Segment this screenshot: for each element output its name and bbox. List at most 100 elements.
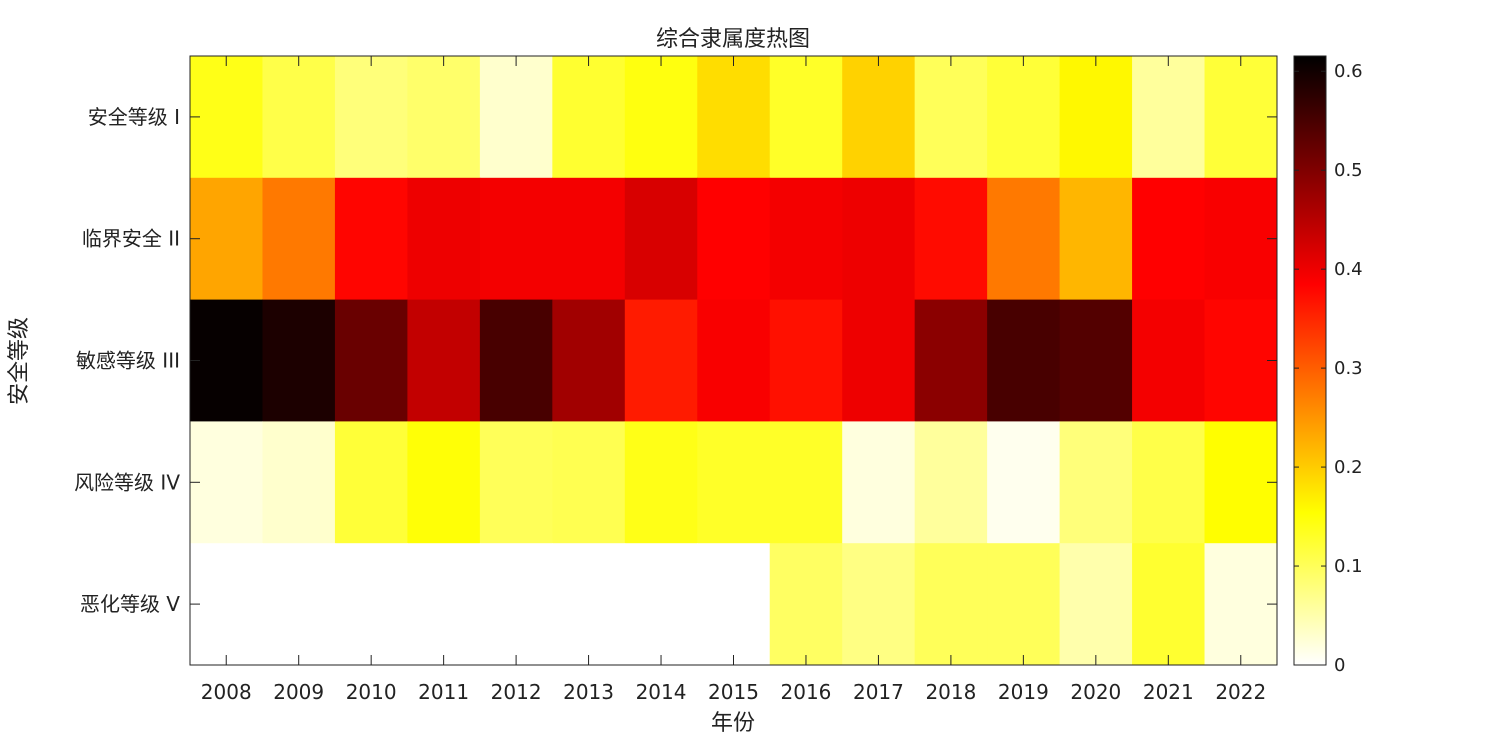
heatmap-cell-2020-5	[1059, 543, 1133, 666]
heatmap-cell-2022-2	[1204, 177, 1278, 301]
y-tick-label: 风险等级 IV	[74, 470, 180, 494]
heatmap-cell-2021-2	[1132, 177, 1206, 301]
heatmap-cell-2021-3	[1132, 299, 1206, 422]
heatmap-cell-2018-1	[914, 56, 988, 179]
heatmap-cell-2009-4	[262, 421, 336, 544]
colorbar-tick-label: 0.2	[1334, 457, 1363, 478]
heatmap-cell-2018-2	[914, 177, 988, 301]
y-axis-ticks: 安全等级 I 临界安全 II 敏感等级 III 风险等级 IV 恶化等级 V	[74, 105, 1277, 616]
heatmap-cell-2017-1	[842, 56, 916, 179]
heatmap-cell-2020-3	[1059, 299, 1133, 422]
x-tick-label: 2020	[1070, 680, 1121, 704]
heatmap-cell-2019-1	[987, 56, 1061, 179]
heatmap-cell-2013-2	[552, 177, 626, 301]
heatmap-cell-2016-1	[769, 56, 843, 179]
heatmap-cell-2010-3	[334, 299, 408, 422]
heatmap-cell-2012-2	[479, 177, 553, 301]
y-tick-label: 临界安全 II	[82, 227, 180, 251]
colorbar-tick-label: 0.1	[1334, 556, 1363, 577]
heatmap-cell-2016-5	[769, 543, 843, 666]
heatmap-cell-2017-4	[842, 421, 916, 544]
colorbar-tick-label: 0.4	[1334, 259, 1363, 280]
heatmap-cell-2015-4	[697, 421, 771, 544]
heatmap-cell-2022-4	[1204, 421, 1278, 544]
heatmap-cell-2015-3	[697, 299, 771, 422]
heatmap-cell-2014-3	[624, 299, 698, 422]
heatmap-cell-2019-5	[987, 543, 1061, 666]
x-tick-label: 2011	[418, 680, 469, 704]
heatmap-cell-2020-1	[1059, 56, 1133, 179]
heatmap-cell-2010-4	[334, 421, 408, 544]
heatmap-cell-2011-4	[407, 421, 481, 544]
y-axis-label: 安全等级	[7, 317, 32, 405]
x-tick-label: 2015	[708, 680, 759, 704]
heatmap-cell-2021-5	[1132, 543, 1206, 666]
heatmap-cell-2012-3	[479, 299, 553, 422]
x-axis-label: 年份	[711, 711, 755, 736]
y-tick-label: 安全等级 I	[88, 105, 180, 129]
x-tick-label: 2022	[1215, 680, 1266, 704]
x-tick-label: 2009	[273, 680, 324, 704]
colorbar-ticks: 0 0.1 0.2 0.3 0.4 0.5 0.6	[1294, 61, 1363, 676]
heatmap-cell-2013-4	[552, 421, 626, 544]
x-tick-label: 2019	[998, 680, 1049, 704]
heatmap-cell-2011-3	[407, 299, 481, 422]
heatmap-cell-2016-3	[769, 299, 843, 422]
x-tick-label: 2010	[346, 680, 397, 704]
x-tick-label: 2008	[201, 680, 252, 704]
heatmap-cell-2016-2	[769, 177, 843, 301]
colorbar-tick-label: 0	[1334, 655, 1345, 676]
heatmap-cell-2020-2	[1059, 177, 1133, 301]
heatmap-cell-2010-1	[334, 56, 408, 179]
heatmap-cell-2019-2	[987, 177, 1061, 301]
heatmap-cell-2009-2	[262, 177, 336, 301]
heatmap-cell-2013-3	[552, 299, 626, 422]
plot-frame	[189, 55, 1278, 666]
heatmap-cell-2014-2	[624, 177, 698, 301]
heatmap-cell-2022-3	[1204, 299, 1278, 422]
heatmap-cell-2017-5	[842, 543, 916, 666]
heatmap-cell-2008-3	[190, 299, 263, 422]
x-tick-label: 2016	[781, 680, 832, 704]
heatmap-cell-2018-3	[914, 299, 988, 422]
colorbar-tick-label: 0.5	[1334, 160, 1363, 181]
heatmap-cell-2011-5	[407, 543, 481, 666]
heatmap-cell-2019-3	[987, 299, 1061, 422]
heatmap-cell-2018-5	[914, 543, 988, 666]
heatmap-cell-2012-4	[479, 421, 553, 544]
x-tick-label: 2021	[1143, 680, 1194, 704]
heatmap-cell-2010-2	[334, 177, 408, 301]
x-tick-label: 2013	[563, 680, 614, 704]
heatmap-cell-2015-1	[697, 56, 771, 179]
heatmap-cell-2009-3	[262, 299, 336, 422]
heatmap-cell-2012-1	[479, 56, 553, 179]
heatmap-cells	[190, 56, 1278, 666]
heatmap-cell-2010-5	[334, 543, 408, 666]
y-tick-label: 敏感等级 III	[76, 349, 180, 373]
heatmap-cell-2018-4	[914, 421, 988, 544]
heatmap-cell-2013-1	[552, 56, 626, 179]
heatmap-cell-2014-4	[624, 421, 698, 544]
y-tick-label: 恶化等级 V	[80, 592, 180, 616]
heatmap-cell-2008-1	[190, 56, 263, 179]
heatmap-cell-2009-1	[262, 56, 336, 179]
heatmap-cell-2011-1	[407, 56, 481, 179]
heatmap-cell-2008-5	[190, 543, 263, 666]
x-tick-label: 2017	[853, 680, 904, 704]
heatmap-cell-2011-2	[407, 177, 481, 301]
x-tick-label: 2014	[636, 680, 687, 704]
heatmap-cell-2017-2	[842, 177, 916, 301]
heatmap-cell-2019-4	[987, 421, 1061, 544]
heatmap-cell-2014-1	[624, 56, 698, 179]
heatmap-cell-2017-3	[842, 299, 916, 422]
heatmap-cell-2021-4	[1132, 421, 1206, 544]
heatmap-cell-2013-5	[552, 543, 626, 666]
heatmap-cell-2020-4	[1059, 421, 1133, 544]
heatmap-cell-2016-4	[769, 421, 843, 544]
heatmap-cell-2008-2	[190, 177, 263, 301]
heatmap-cell-2022-5	[1204, 543, 1278, 666]
heatmap-cell-2009-5	[262, 543, 336, 666]
colorbar-tick-label: 0.6	[1334, 61, 1363, 82]
colorbar	[1293, 55, 1327, 666]
